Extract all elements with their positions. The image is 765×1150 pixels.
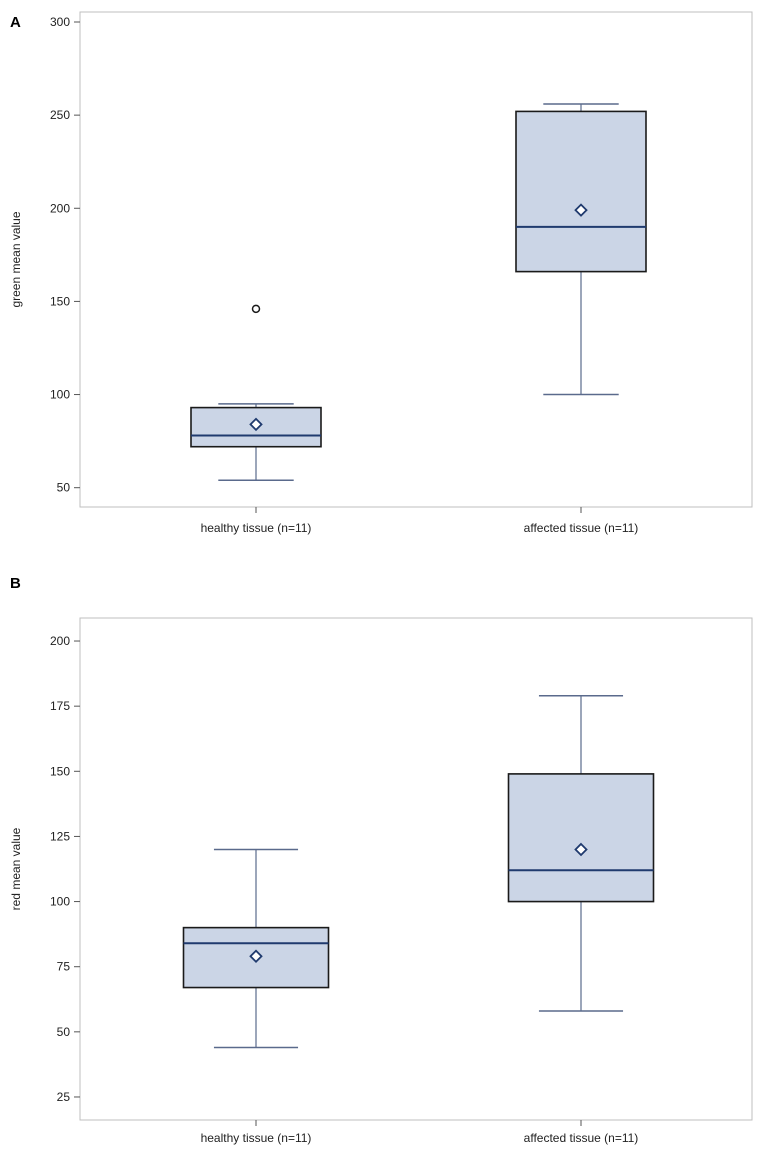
red-mean-boxplot: 25 50 75 100 125 150 175 200 red mean value healt… xyxy=(9,617,753,1145)
mean-marker xyxy=(249,417,263,432)
x-tick-label: healthy tissue (n=11) xyxy=(201,1131,312,1145)
mean-marker xyxy=(574,842,588,857)
green-mean-boxplot: 50 100 150 200 250 300 green mean value healthy… xyxy=(9,11,753,535)
iqr-box xyxy=(515,110,647,273)
y-tick-label: 50 xyxy=(57,1025,71,1039)
x-tick-label: affected tissue (n=11) xyxy=(524,1131,639,1145)
x-tick-label: healthy tissue (n=11) xyxy=(201,521,312,535)
panel-a-label: A xyxy=(10,14,21,31)
plot-frame xyxy=(79,11,753,508)
mean-marker xyxy=(574,203,588,217)
y-tick-label: 200 xyxy=(50,634,70,648)
y-tick-label: 175 xyxy=(50,699,70,713)
y-tick-label: 200 xyxy=(50,201,70,215)
y-tick-label: 150 xyxy=(50,764,70,778)
y-tick-label: 75 xyxy=(57,960,71,974)
y-axis-title: red mean value xyxy=(9,827,23,910)
y-axis-title: green mean value xyxy=(9,211,23,307)
y-tick-label: 100 xyxy=(50,895,70,909)
mean-marker xyxy=(249,949,263,964)
y-tick-label: 250 xyxy=(50,108,70,122)
outlier-point xyxy=(251,304,261,314)
y-tick-label: 100 xyxy=(50,388,70,402)
y-tick-label: 150 xyxy=(50,294,70,308)
panel-b: B 25 50 75 100 125 150 175 200 red mean value hea… xyxy=(0,565,765,1150)
y-tick-label: 25 xyxy=(57,1090,71,1104)
x-tick-label: affected tissue (n=11) xyxy=(524,521,639,535)
iqr-box xyxy=(507,773,655,903)
panel-b-label: B xyxy=(10,575,21,592)
y-tick-label: 125 xyxy=(50,829,70,843)
plot-frame xyxy=(79,617,753,1121)
panel-a: A 50 100 150 200 250 300 green mean value healt… xyxy=(0,0,765,560)
y-tick-label: 300 xyxy=(50,15,70,29)
y-tick-label: 50 xyxy=(57,481,71,495)
